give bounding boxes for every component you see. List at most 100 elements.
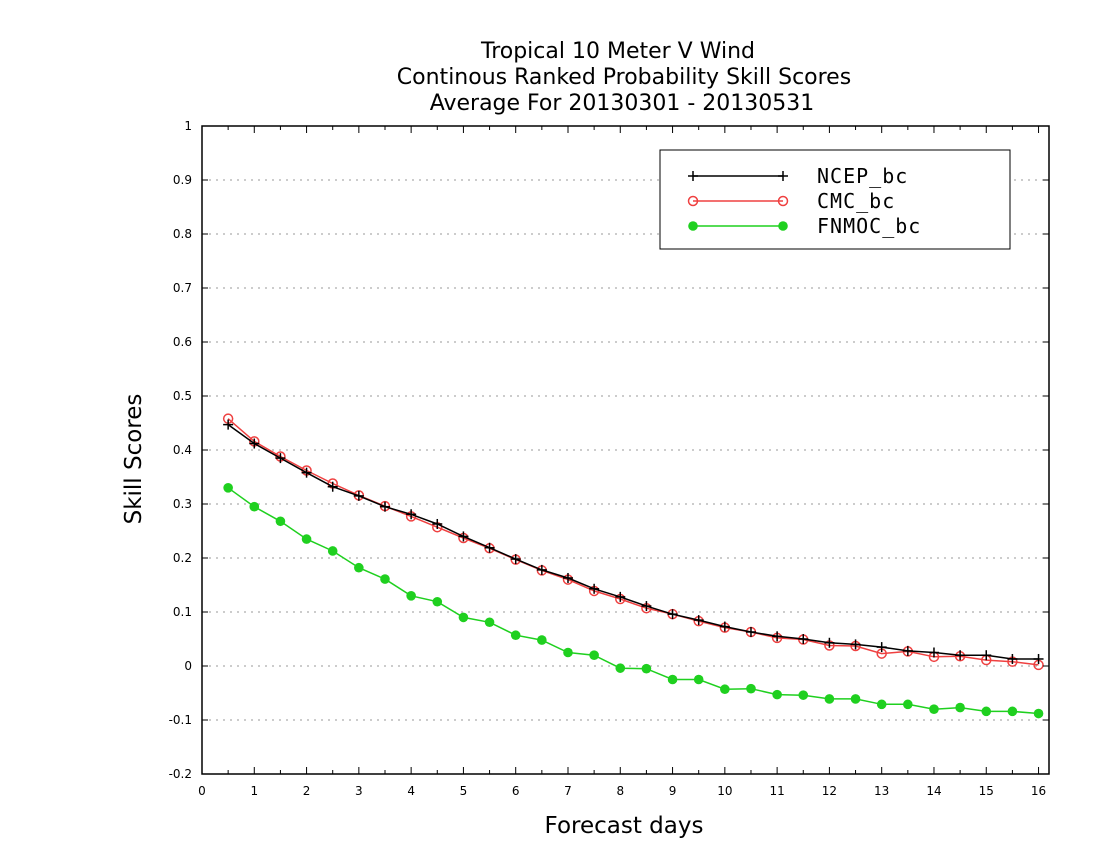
y-tick-label: 0.1 (173, 605, 192, 619)
chart-title-line-1: Tropical 10 Meter V Wind (480, 39, 755, 64)
data-point-ncep-bc (955, 650, 966, 661)
data-point-ncep-bc (432, 518, 443, 529)
data-point-ncep-bc (981, 650, 992, 661)
series-line-cmc-bc (227, 418, 1039, 666)
x-tick-label: 5 (460, 784, 468, 798)
data-point-ncep-bc (406, 509, 417, 520)
data-point-fnmoc-bc (380, 574, 390, 584)
x-tick-label: 14 (926, 784, 941, 798)
y-tick-label: 0.5 (173, 389, 192, 403)
data-point-ncep-bc (301, 467, 312, 478)
data-point-fnmoc-bc (327, 546, 338, 556)
data-point-ncep-bc (824, 637, 835, 648)
series-ncep-bc (223, 419, 1044, 664)
x-tick-label: 16 (1031, 784, 1046, 798)
data-point-fnmoc-bc (929, 704, 939, 714)
data-point-ncep-bc (275, 453, 286, 464)
data-point-ncep-bc (719, 621, 730, 632)
data-point-fnmoc-bc (249, 501, 260, 512)
data-point-fnmoc-bc (563, 647, 573, 658)
x-tick-label: 1 (250, 784, 258, 798)
chart-title: Tropical 10 Meter V Wind Continous Ranke… (397, 39, 851, 116)
data-point-fnmoc-bc (223, 483, 233, 493)
data-point-ncep-bc (772, 631, 783, 642)
data-point-fnmoc-bc (510, 630, 521, 641)
data-point-ncep-bc (589, 583, 600, 594)
data-point-fnmoc-bc (693, 674, 704, 685)
y-tick-label: -0.2 (169, 767, 192, 781)
data-point-ncep-bc (327, 481, 338, 492)
x-axis-ticks: 0 1 2 3 4 5 6 7 8 9 10 11 12 13 14 15 16 (198, 126, 1046, 798)
y-tick-label: 0.6 (173, 335, 192, 349)
chart-title-line-2: Continous Ranked Probability Skill Score… (397, 65, 851, 90)
series-fnmoc-bc (223, 483, 1044, 719)
legend-label-cmc-bc: CMC_bc (817, 189, 895, 213)
data-point-ncep-bc (641, 601, 652, 612)
data-point-ncep-bc (562, 572, 573, 583)
data-point-fnmoc-bc (1033, 708, 1044, 719)
data-point-fnmoc-bc (955, 702, 965, 713)
data-point-fnmoc-bc (850, 694, 861, 704)
data-point-fnmoc-bc (876, 699, 887, 710)
data-point-fnmoc-bc (432, 596, 443, 607)
data-point-ncep-bc (850, 639, 861, 650)
legend-label-fnmoc-bc: FNMOC_bc (817, 214, 921, 238)
data-point-fnmoc-bc (772, 689, 782, 700)
data-point-fnmoc-bc (1007, 706, 1018, 717)
y-tick-label: 0.3 (173, 497, 192, 511)
legend-label-ncep-bc: NCEP_bc (817, 164, 908, 188)
data-point-fnmoc-bc (981, 706, 992, 717)
legend-item-cmc-bc: CMC_bc (687, 189, 895, 213)
data-point-fnmoc-bc (406, 591, 416, 601)
data-point-ncep-bc (745, 626, 756, 637)
series-cmc-bc (222, 413, 1044, 671)
x-tick-label: 12 (822, 784, 837, 798)
data-point-ncep-bc (1033, 653, 1044, 664)
data-point-ncep-bc (876, 642, 887, 653)
legend-marker-right-fnmoc-bc (778, 221, 788, 231)
data-point-fnmoc-bc (537, 635, 547, 645)
data-point-ncep-bc (536, 564, 547, 575)
x-tick-label: 0 (198, 784, 206, 798)
x-tick-label: 3 (355, 784, 363, 798)
y-tick-label: 1 (184, 119, 192, 133)
data-point-ncep-bc (484, 542, 495, 553)
data-point-fnmoc-bc (275, 516, 286, 527)
data-point-fnmoc-bc (301, 534, 312, 544)
legend-marker-left-ncep-bc (688, 171, 698, 181)
legend-marker-left-fnmoc-bc (688, 221, 698, 231)
data-point-fnmoc-bc (589, 650, 599, 660)
legend-item-ncep-bc: NCEP_bc (688, 164, 908, 188)
y-tick-label: 0.4 (173, 443, 192, 457)
data-point-fnmoc-bc (746, 683, 756, 694)
data-point-ncep-bc (249, 438, 260, 449)
y-tick-label: 0.7 (173, 281, 192, 295)
x-tick-label: 15 (979, 784, 994, 798)
chart-title-line-3: Average For 20130301 - 20130531 (430, 91, 815, 116)
data-point-ncep-bc (902, 645, 913, 656)
data-point-fnmoc-bc (667, 674, 678, 685)
y-axis-label: Skill Scores (121, 394, 147, 525)
data-point-ncep-bc (353, 490, 364, 501)
x-tick-label: 11 (769, 784, 784, 798)
legend-marker-right-cmc-bc (777, 195, 789, 207)
data-point-fnmoc-bc (484, 617, 495, 628)
data-point-ncep-bc (223, 419, 234, 430)
y-tick-label: -0.1 (169, 713, 192, 727)
x-axis-label: Forecast days (545, 813, 704, 839)
data-point-fnmoc-bc (824, 694, 835, 704)
data-point-ncep-bc (667, 609, 678, 620)
x-tick-label: 2 (303, 784, 311, 798)
grid-lines (202, 179, 1049, 721)
series-line-ncep-bc (227, 423, 1039, 660)
data-point-ncep-bc (615, 591, 626, 602)
data-point-fnmoc-bc (458, 612, 469, 623)
y-tick-label: 0.8 (173, 227, 192, 241)
y-axis-ticks: 1 0.9 0.8 0.7 0.6 0.5 0.4 0.3 0.2 0.1 0 -0.1 -0.2 (169, 119, 1049, 781)
series-layer (222, 413, 1044, 719)
y-tick-label: 0.9 (173, 173, 192, 187)
data-point-fnmoc-bc (641, 663, 652, 674)
